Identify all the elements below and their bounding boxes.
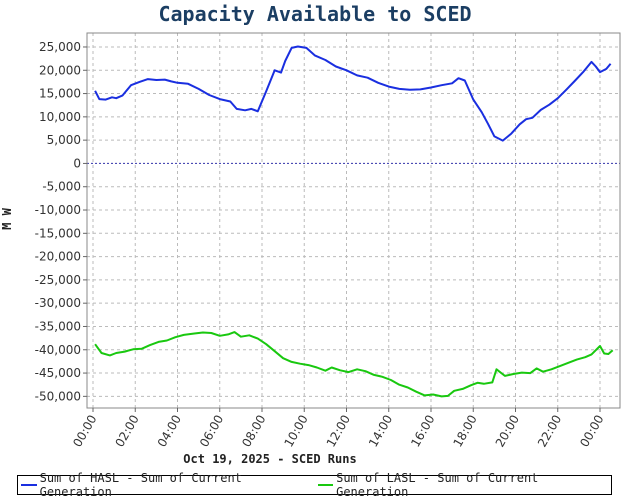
legend-label-lasl: Sum of LASL - Sum of Current Generation xyxy=(336,471,539,499)
x-axis-title: Oct 19, 2025 - SCED Runs xyxy=(183,452,357,466)
legend-label-hasl: Sum of HASL - Sum of Current Generation xyxy=(39,471,242,499)
y-tick-label: -25,000 xyxy=(35,273,81,287)
x-tick-label: 04:00 xyxy=(155,413,184,450)
y-axis-ticks: 25,000 20,000 15,000 10,000 5,000 0 -5,000 -10,… xyxy=(35,40,87,403)
y-tick-label: -45,000 xyxy=(35,366,81,380)
series-line-lasl xyxy=(94,331,614,398)
x-tick-label: 16:00 xyxy=(408,413,437,450)
y-tick-label: 15,000 xyxy=(39,87,81,101)
x-tick-label: 14:00 xyxy=(366,413,395,450)
y-tick-label: -5,000 xyxy=(42,180,81,194)
legend-item-hasl: Sum of HASL - Sum of Current Generation xyxy=(21,471,315,499)
grid xyxy=(87,33,620,408)
y-tick-label: -20,000 xyxy=(35,250,81,264)
y-tick-label: -15,000 xyxy=(35,226,81,240)
x-tick-label: 06:00 xyxy=(197,413,226,450)
series-line-hasl xyxy=(94,45,612,142)
x-tick-label: 08:00 xyxy=(239,413,268,450)
y-tick-label: -30,000 xyxy=(35,296,81,310)
x-axis-ticks: 00:00 02:00 04:00 06:00 08:00 10:00 12:00 14:00… xyxy=(70,408,607,450)
x-tick-label: 00:00 xyxy=(70,413,99,450)
plot-frame xyxy=(86,32,621,409)
x-tick-label: 00:00 xyxy=(577,413,606,450)
chart-title: Capacity Available to SCED xyxy=(158,2,472,26)
y-tick-label: -40,000 xyxy=(35,343,81,357)
legend-swatch-lasl xyxy=(317,484,334,486)
y-axis-title-wrap: M W xyxy=(0,200,32,240)
legend-swatch-hasl xyxy=(21,484,37,486)
legend: Sum of HASL - Sum of Current Generation … xyxy=(17,471,612,499)
y-tick-label: 20,000 xyxy=(39,63,81,77)
y-tick-label: 5,000 xyxy=(47,133,81,147)
x-tick-label: 12:00 xyxy=(324,413,353,450)
x-tick-label: 02:00 xyxy=(112,413,141,450)
series-lines xyxy=(94,45,614,398)
y-tick-label: -10,000 xyxy=(35,203,81,217)
legend-item-lasl: Sum of LASL - Sum of Current Generation xyxy=(317,471,612,499)
y-tick-label: 10,000 xyxy=(39,110,81,124)
x-tick-label: 22:00 xyxy=(535,413,564,450)
x-tick-label: 18:00 xyxy=(450,413,479,450)
y-tick-label: 0 xyxy=(73,156,81,170)
y-axis-title: M W xyxy=(0,208,14,230)
y-tick-label: -35,000 xyxy=(35,319,81,333)
x-tick-label: 20:00 xyxy=(493,413,522,450)
x-tick-label: 10:00 xyxy=(281,413,310,450)
y-tick-label: 25,000 xyxy=(39,40,81,54)
y-tick-label: -50,000 xyxy=(35,389,81,403)
